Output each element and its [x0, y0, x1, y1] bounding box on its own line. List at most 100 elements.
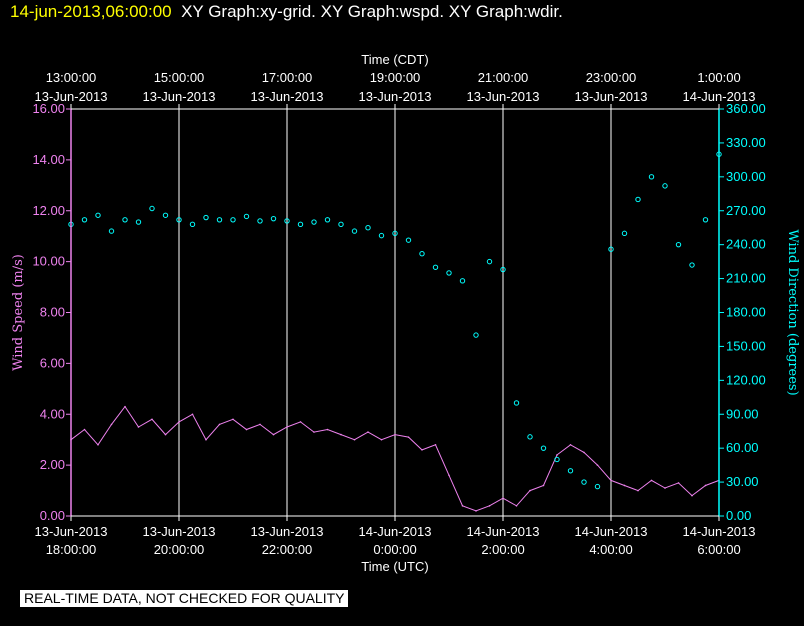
wspd-point [245, 428, 248, 431]
bottom-tick-time: 18:00:00 [46, 542, 97, 557]
wdir-point [513, 400, 520, 406]
wdir-point [324, 217, 331, 223]
wdir-point [297, 221, 304, 228]
bottom-tick-date: 13-Jun-2013 [143, 524, 216, 539]
bottom-tick-time: 20:00:00 [154, 542, 205, 557]
bottom-tick-time: 2:00:00 [481, 542, 524, 557]
wspd-point [542, 484, 545, 487]
right-axis-label: Wind Direction (degrees) [785, 229, 800, 395]
wdir-point [486, 258, 493, 265]
wdir-point [702, 217, 709, 223]
wdir-point [81, 217, 88, 223]
right-tick-label: 270.00 [726, 203, 766, 218]
left-tick-label: 4.00 [40, 406, 65, 421]
wdir-point [216, 217, 223, 223]
wspd-point [448, 474, 450, 477]
wdir-point [446, 270, 452, 276]
wdir-point [392, 230, 398, 237]
wdir-point [108, 228, 115, 234]
wspd-point [434, 443, 437, 446]
left-tick-label: 8.00 [40, 305, 65, 320]
wdir-point [567, 468, 574, 474]
left-tick-label: 16.00 [32, 101, 65, 116]
right-tick-label: 90.00 [726, 406, 759, 421]
wdir-point [540, 445, 547, 451]
wspd-point [259, 423, 261, 426]
wspd-point [151, 418, 153, 421]
left-axis-label: Wind Speed (m/s) [11, 254, 26, 371]
left-tick-label: 2.00 [40, 457, 65, 472]
wspd-point [272, 433, 275, 436]
wdir-point [527, 434, 533, 440]
wspd-point [83, 428, 86, 431]
right-tick-label: 210.00 [726, 271, 766, 286]
bottom-tick-date: 13-Jun-2013 [251, 524, 324, 539]
right-tick-label: 330.00 [726, 135, 766, 150]
top-tick-date: 13-Jun-2013 [575, 89, 648, 104]
wdir-point [270, 215, 277, 222]
top-tick-date: 13-Jun-2013 [467, 89, 540, 104]
wspd-point [137, 426, 140, 428]
wdir-point [203, 214, 209, 221]
top-axis-label: Time (CDT) [361, 52, 428, 67]
wdir-point [230, 217, 236, 223]
wdir-point [594, 483, 601, 490]
bottom-tick-date: 13-Jun-2013 [35, 524, 108, 539]
wdir-point [243, 213, 250, 220]
bottom-tick-date: 14-Jun-2013 [359, 524, 432, 539]
top-tick-time: 13:00:00 [46, 70, 97, 85]
wdir-point [473, 332, 479, 338]
wdir-point [257, 218, 263, 224]
wspd-point [232, 418, 234, 421]
right-tick-label: 300.00 [726, 169, 766, 184]
top-tick-time: 21:00:00 [478, 70, 529, 85]
wdir-point [459, 278, 466, 284]
graph-titles: XY Graph:xy-grid. XY Graph:wspd. XY Grap… [181, 2, 563, 21]
wspd-point [97, 443, 99, 446]
quality-notice: REAL-TIME DATA, NOT CHECKED FOR QUALITY [20, 590, 349, 607]
right-tick-label: 180.00 [726, 305, 766, 320]
top-tick-date: 13-Jun-2013 [143, 89, 216, 104]
wspd-point [340, 433, 342, 436]
wspd-point [704, 484, 707, 487]
bottom-tick-time: 6:00:00 [697, 542, 740, 557]
top-tick-time: 19:00:00 [370, 70, 421, 85]
wdir-point [176, 217, 182, 223]
left-tick-label: 10.00 [32, 254, 65, 269]
wdir-point [365, 225, 371, 231]
graph-header: 14-jun-2013,06:00:00 XY Graph:xy-grid. X… [10, 2, 563, 22]
wspd-point [205, 438, 207, 441]
top-tick-date: 13-Jun-2013 [35, 89, 108, 104]
wspd-point [529, 489, 531, 492]
wdir-point [149, 205, 155, 212]
wspd-point [556, 454, 558, 456]
wdir-point [675, 241, 682, 248]
wspd-point [488, 505, 491, 507]
wdir-point [189, 221, 196, 228]
wdir-point [122, 217, 128, 223]
wspd-point [286, 426, 288, 428]
wspd-point [475, 510, 477, 512]
wspd-point [515, 505, 518, 507]
wspd-point [583, 451, 585, 454]
wdir-point [378, 232, 385, 239]
wdir-point [284, 218, 290, 224]
wdir-point [338, 221, 344, 228]
right-tick-label: 30.00 [726, 474, 759, 489]
bottom-tick-date: 14-Jun-2013 [467, 524, 540, 539]
right-tick-label: 0.00 [726, 508, 751, 523]
right-tick-label: 240.00 [726, 237, 766, 252]
wspd-point [569, 443, 572, 446]
wspd-point [407, 436, 410, 438]
timestamp: 14-jun-2013,06:00:00 [10, 2, 172, 21]
wspd-point [178, 421, 180, 423]
left-tick-label: 6.00 [40, 355, 65, 370]
wspd-point [191, 413, 194, 416]
top-tick-time: 23:00:00 [586, 70, 637, 85]
wdir-point [500, 266, 506, 273]
wspd-point [637, 489, 639, 492]
wspd-point [110, 423, 113, 426]
wdir-point [608, 246, 614, 252]
wdir-point [432, 264, 439, 270]
